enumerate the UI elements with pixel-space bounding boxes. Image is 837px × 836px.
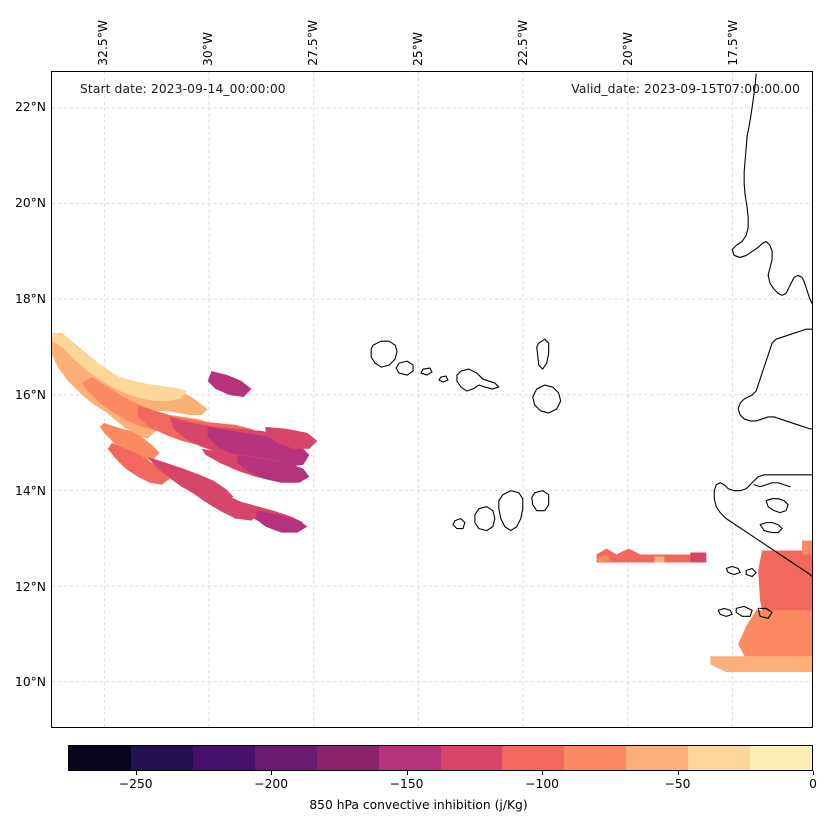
cin-patch	[207, 371, 252, 398]
colorbar[interactable]	[68, 745, 813, 771]
longitude-tick-label: 30°W	[201, 32, 216, 66]
longitude-tick-label: 32.5°W	[96, 20, 111, 66]
coastline-west-africa	[735, 605, 753, 617]
coastline-cape-verde-islands	[395, 360, 414, 376]
coastline-west-africa	[757, 607, 773, 619]
coastline-west-africa	[731, 73, 812, 304]
coastline-west-africa	[753, 482, 791, 488]
colorbar-band	[626, 746, 689, 770]
cin-patch	[738, 610, 812, 667]
map-svg	[52, 72, 812, 727]
coastline-west-africa	[765, 498, 789, 514]
map-plot-area[interactable]: Start date: 2023-09-14_00:00:00 Valid_da…	[51, 71, 813, 728]
colorbar-tick-mark	[677, 771, 679, 775]
colorbar-band	[688, 746, 751, 770]
cin-patch	[596, 548, 707, 563]
longitude-tick-label: 17.5°W	[726, 20, 741, 66]
colorbar-tick-label: −50	[664, 777, 691, 791]
latitude-axis: 22°N 20°N 18°N 16°N 14°N 12°N 10°N	[0, 71, 46, 728]
longitude-tick-label: 25°W	[411, 32, 426, 66]
colorbar-tick-mark	[542, 771, 544, 775]
latitude-tick-label: 18°N	[15, 291, 46, 306]
longitude-tick-label: 22.5°W	[516, 20, 531, 66]
cin-patch	[237, 454, 310, 483]
colorbar-tick-label: −250	[118, 777, 153, 791]
coastline-cape-verde-islands	[474, 506, 496, 532]
coastline-west-africa	[725, 565, 741, 576]
coastline-west-africa	[745, 567, 757, 578]
cin-patch	[207, 426, 310, 467]
cin-patch	[99, 422, 160, 461]
cin-patch	[52, 333, 188, 401]
coastline-cape-verde-islands	[420, 367, 433, 376]
gridlines	[52, 72, 812, 727]
colorbar-band	[378, 746, 441, 770]
cin-patch	[690, 552, 707, 563]
colorbar-band	[564, 746, 627, 770]
latitude-tick-label: 10°N	[15, 675, 46, 690]
start-date-annotation: Start date: 2023-09-14_00:00:00	[80, 82, 286, 96]
coastline-cape-verde-islands	[370, 340, 398, 368]
cin-patch	[265, 426, 318, 449]
latitude-tick-label: 12°N	[15, 579, 46, 594]
latitude-tick-label: 14°N	[15, 483, 46, 498]
cin-patch	[654, 556, 665, 563]
coastline-cape-verde-islands	[531, 490, 550, 512]
colorbar-band	[502, 746, 565, 770]
cin-patch	[710, 656, 812, 673]
colorbar-band	[192, 746, 255, 770]
map-clip	[52, 72, 812, 727]
coastline-west-africa	[759, 522, 783, 534]
colorbar-tick-mark	[271, 771, 273, 775]
coastline-west-africa	[737, 328, 812, 430]
colorbar-tick-mark	[813, 771, 814, 775]
colorbar-tick-label: −100	[525, 777, 559, 791]
cin-patch	[107, 442, 170, 485]
longitude-axis: 32.5°W 30°W 27.5°W 25°W 22.5°W 20°W 17.5°W	[51, 0, 813, 68]
cin-contour-field	[52, 333, 812, 673]
colorbar-band	[130, 746, 193, 770]
longitude-tick-label: 27.5°W	[306, 20, 321, 66]
latitude-tick-label: 16°N	[15, 387, 46, 402]
colorbar-tick-label: −150	[389, 777, 424, 791]
coastline-cape-verde-islands	[532, 384, 562, 414]
latitude-tick-label: 22°N	[15, 99, 46, 114]
colorbar-tick-label: −200	[254, 777, 289, 791]
colorbar-tick-label: 0	[809, 777, 817, 791]
coastline-cape-verde-islands	[452, 518, 466, 530]
cin-patch	[596, 554, 611, 563]
coastline-west-africa	[717, 607, 733, 617]
coastline-cape-verde-islands	[438, 375, 449, 383]
colorbar-band	[254, 746, 317, 770]
colorbar-band	[69, 746, 131, 770]
colorbar-tick-mark	[406, 771, 408, 775]
coastline-cape-verde-islands	[536, 338, 550, 370]
colorbar-band	[316, 746, 379, 770]
cin-patch	[802, 540, 812, 555]
colorbar-tick-mark	[135, 771, 137, 775]
longitude-tick-label: 20°W	[621, 32, 636, 66]
colorbar-band	[440, 746, 503, 770]
latitude-tick-label: 20°N	[15, 195, 46, 210]
colorbar-band	[750, 746, 813, 770]
colorbar-title: 850 hPa convective inhibition (j/Kg)	[309, 798, 528, 812]
coastline-cape-verde-islands	[456, 368, 500, 392]
cin-patch	[255, 510, 308, 533]
colorbar-ticks: −250 −200 −150 −100 −50 0	[68, 771, 817, 793]
coastline-layer	[370, 73, 812, 619]
valid-date-annotation: Valid_date: 2023-09-15T07:00:00.00	[571, 82, 800, 96]
coastline-cape-verde-islands	[498, 490, 524, 532]
coastline-west-africa	[713, 474, 812, 578]
